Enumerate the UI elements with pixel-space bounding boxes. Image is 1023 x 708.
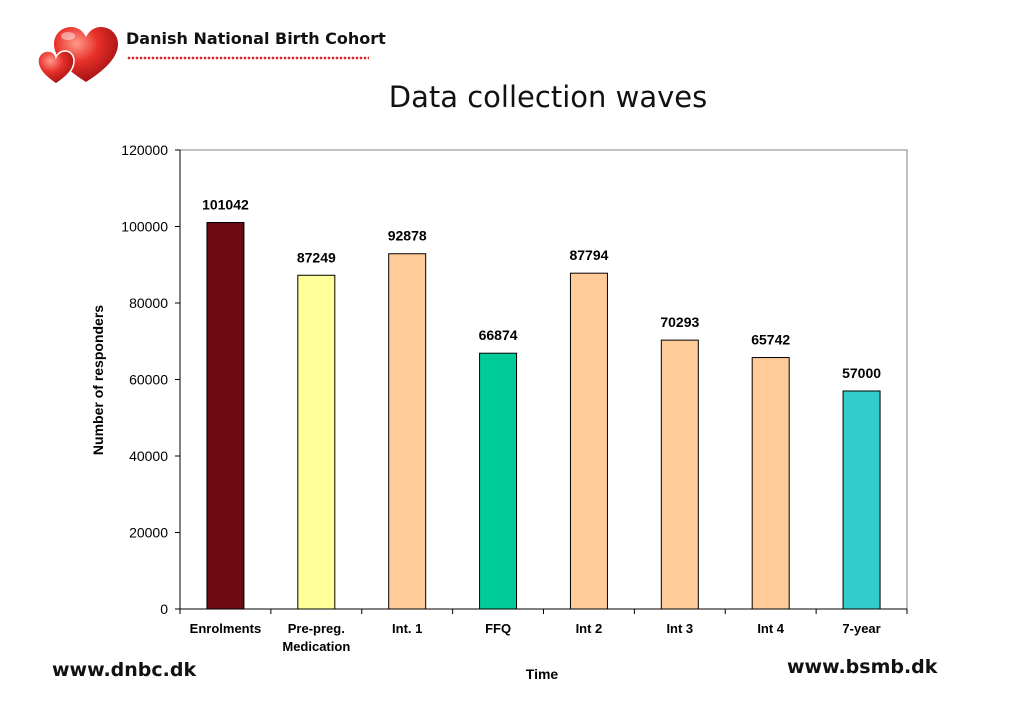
data-labels: 101042 87249 92878 66874 87794 70293 65742 5700… (202, 197, 881, 381)
data-label: 87794 (569, 247, 608, 263)
x-tick-label-line: Int 2 (576, 621, 603, 636)
footer-url-right[interactable]: www.bsmb.dk (787, 656, 938, 678)
y-tick-label: 20000 (129, 525, 168, 541)
x-tick-label-line: Enrolments (190, 621, 262, 636)
bar (751, 357, 790, 610)
bar-series (206, 222, 881, 610)
x-tick-label: FFQ (485, 621, 511, 636)
x-tick-label: Int 4 (757, 621, 784, 636)
x-tick-label: 7-year (842, 621, 880, 636)
x-tick-label-line: Int. 1 (392, 621, 422, 636)
y-axis: 0 20000 40000 60000 80000 100000 120000 (121, 142, 181, 617)
footer-url-left[interactable]: www.dnbc.dk (52, 659, 197, 681)
x-tick-label: Pre-preg. Medication (282, 621, 350, 654)
x-tick-label: Int. 1 (392, 621, 422, 636)
data-label: 57000 (842, 365, 881, 381)
organization-name: Danish National Birth Cohort (126, 29, 386, 48)
data-label: 66874 (479, 327, 518, 343)
x-tick-label-line: Pre-preg. (288, 621, 345, 636)
bar (660, 339, 699, 610)
data-label: 70293 (660, 314, 699, 330)
bar (206, 222, 245, 610)
heart-logo-icon (37, 27, 118, 85)
y-tick-label: 120000 (121, 142, 168, 158)
data-label: 65742 (751, 332, 790, 348)
y-tick-label: 0 (160, 601, 168, 617)
data-label: 101042 (202, 197, 249, 213)
dotted-underline (127, 56, 369, 60)
bar (297, 274, 336, 610)
bar (479, 352, 518, 610)
y-tick-label: 40000 (129, 448, 168, 464)
slide-title: Data collection waves (388, 80, 708, 114)
x-tick-label: Enrolments (190, 621, 262, 636)
x-axis: Enrolments Pre-preg. Medication Int. 1 FFQ In… (179, 608, 908, 654)
bar (842, 390, 881, 610)
data-label: 87249 (297, 249, 336, 265)
bar (569, 272, 608, 610)
x-tick-label: Int 2 (576, 621, 603, 636)
bar (388, 253, 427, 610)
y-tick-label: 80000 (129, 295, 168, 311)
x-tick-label-line: FFQ (485, 621, 511, 636)
data-label: 92878 (388, 228, 427, 244)
y-tick-label: 60000 (129, 372, 168, 388)
y-tick-label: 100000 (121, 219, 168, 235)
x-tick-label-line: Int 3 (666, 621, 693, 636)
x-tick-label: Int 3 (666, 621, 693, 636)
y-axis-label: Number of responders (90, 305, 106, 455)
x-tick-label-line: 7-year (842, 621, 880, 636)
plot-area-frame (179, 149, 908, 610)
x-tick-label-line: Int 4 (757, 621, 784, 636)
x-axis-label: Time (526, 666, 559, 682)
x-tick-label-line: Medication (282, 639, 350, 654)
